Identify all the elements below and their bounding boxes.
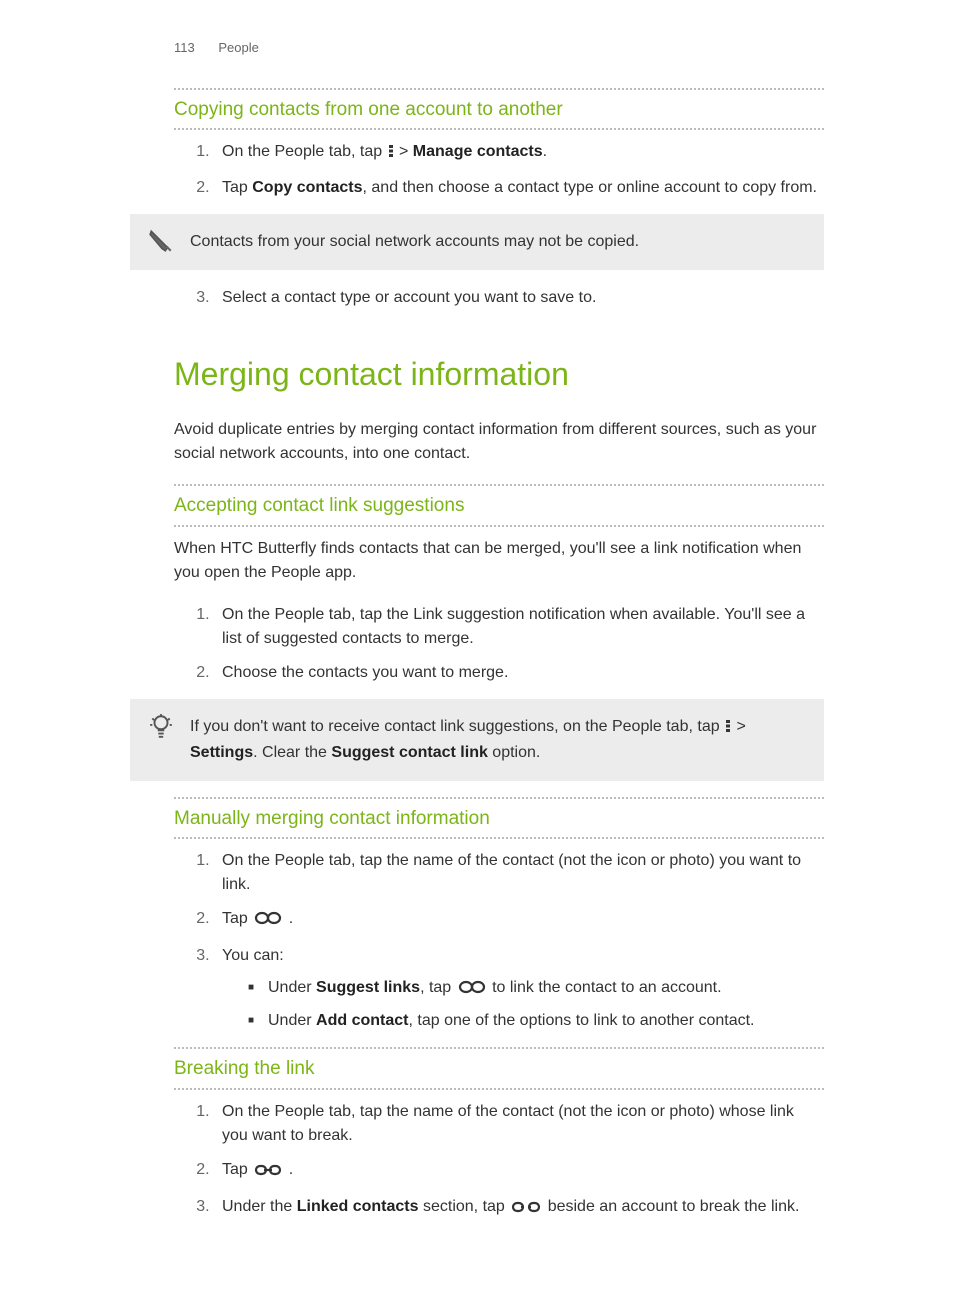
- subsection-title: Copying contacts from one account to ano…: [174, 90, 824, 131]
- link-join-icon: [254, 910, 282, 934]
- step-item: On the People tab, tap the Link suggesti…: [214, 603, 824, 651]
- chapter-name: People: [218, 38, 258, 58]
- sub-item: Under Add contact, tap one of the option…: [248, 1009, 824, 1033]
- section-paragraph: When HTC Butterfly finds contacts that c…: [174, 537, 824, 585]
- sub-list: Under Suggest links, tap to link the con…: [248, 976, 824, 1033]
- subsection-title: Accepting contact link suggestions: [174, 486, 824, 527]
- step-item: Select a contact type or account you wan…: [214, 286, 824, 310]
- lightbulb-icon: [148, 713, 174, 739]
- step-text: beside an account to break the link.: [543, 1198, 799, 1215]
- step-item: Tap .: [214, 1158, 824, 1185]
- step-text: section, tap: [419, 1198, 510, 1215]
- steps-list-cont: Select a contact type or account you wan…: [214, 286, 824, 310]
- section-accepting-suggestions: Accepting contact link suggestions: [174, 484, 824, 527]
- step-text: On the People tab, tap the Link suggesti…: [222, 606, 805, 647]
- step-text: >: [395, 143, 413, 160]
- subsection-title: Manually merging contact information: [174, 799, 824, 840]
- step-bold: Linked contacts: [297, 1198, 419, 1215]
- section-breaking-link: Breaking the link: [174, 1047, 824, 1090]
- main-heading: Merging contact information: [174, 350, 824, 398]
- step-item: You can: Under Suggest links, tap to lin…: [214, 944, 824, 1033]
- step-text: Under the: [222, 1198, 297, 1215]
- sub-text: , tap: [420, 979, 456, 996]
- step-item: On the People tab, tap the name of the c…: [214, 849, 824, 897]
- pencil-icon: [148, 228, 174, 254]
- sub-text: , tap one of the options to link to anot…: [408, 1012, 754, 1029]
- step-text: On the People tab, tap the name of the c…: [222, 852, 801, 893]
- document-page: 113 People Copying contacts from one acc…: [0, 0, 954, 1296]
- link-break-icon: [511, 1198, 541, 1222]
- tip-box: If you don't want to receive contact lin…: [130, 699, 824, 781]
- step-text: On the People tab, tap: [222, 143, 387, 160]
- section-copying-contacts: Copying contacts from one account to ano…: [174, 88, 824, 131]
- sub-text: to link the contact to an account.: [488, 979, 722, 996]
- step-text: Select a contact type or account you wan…: [222, 289, 596, 306]
- step-item: Tap Copy contacts, and then choose a con…: [214, 176, 824, 200]
- tip-bold: Settings: [190, 744, 253, 761]
- step-text: .: [284, 1161, 293, 1178]
- subsection-title: Breaking the link: [174, 1049, 824, 1090]
- intro-paragraph: Avoid duplicate entries by merging conta…: [174, 418, 824, 466]
- tip-text: . Clear the: [253, 744, 331, 761]
- step-text: Tap: [222, 1161, 252, 1178]
- section-manual-merge: Manually merging contact information: [174, 797, 824, 840]
- note-box: Contacts from your social network accoun…: [130, 214, 824, 270]
- tip-text: option.: [488, 744, 540, 761]
- steps-list: On the People tab, tap the name of the c…: [214, 1100, 824, 1222]
- step-text: You can:: [222, 947, 284, 964]
- step-text: , and then choose a contact type or onli…: [363, 179, 818, 196]
- sub-bold: Suggest links: [316, 979, 420, 996]
- link-join-icon: [458, 979, 486, 1003]
- sub-text: Under: [268, 979, 316, 996]
- tip-text: If you don't want to receive contact lin…: [190, 718, 724, 735]
- step-bold: Copy contacts: [252, 179, 362, 196]
- step-text: .: [543, 143, 547, 160]
- overflow-menu-icon: [387, 142, 395, 166]
- steps-list: On the People tab, tap the Link suggesti…: [214, 603, 824, 685]
- tip-text: >: [732, 718, 746, 735]
- step-item: On the People tab, tap > Manage contacts…: [214, 140, 824, 166]
- sub-bold: Add contact: [316, 1012, 408, 1029]
- step-item: Under the Linked contacts section, tap b…: [214, 1195, 824, 1222]
- tip-bold: Suggest contact link: [331, 744, 487, 761]
- page-header: 113 People: [174, 38, 824, 58]
- step-text: Choose the contacts you want to merge.: [222, 664, 508, 681]
- step-text: Tap: [222, 179, 252, 196]
- steps-list: On the People tab, tap > Manage contacts…: [214, 140, 824, 200]
- page-number: 113: [174, 38, 195, 58]
- sub-text: Under: [268, 1012, 316, 1029]
- steps-list: On the People tab, tap the name of the c…: [214, 849, 824, 1033]
- overflow-menu-icon: [724, 717, 732, 741]
- step-item: On the People tab, tap the name of the c…: [214, 1100, 824, 1148]
- note-text: Contacts from your social network accoun…: [190, 233, 639, 250]
- step-text: .: [284, 910, 293, 927]
- step-item: Choose the contacts you want to merge.: [214, 661, 824, 685]
- sub-item: Under Suggest links, tap to link the con…: [248, 976, 824, 1003]
- step-item: Tap .: [214, 907, 824, 934]
- step-bold: Manage contacts: [413, 143, 543, 160]
- link-chain-icon: [254, 1161, 282, 1185]
- step-text: Tap: [222, 910, 252, 927]
- step-text: On the People tab, tap the name of the c…: [222, 1103, 794, 1144]
